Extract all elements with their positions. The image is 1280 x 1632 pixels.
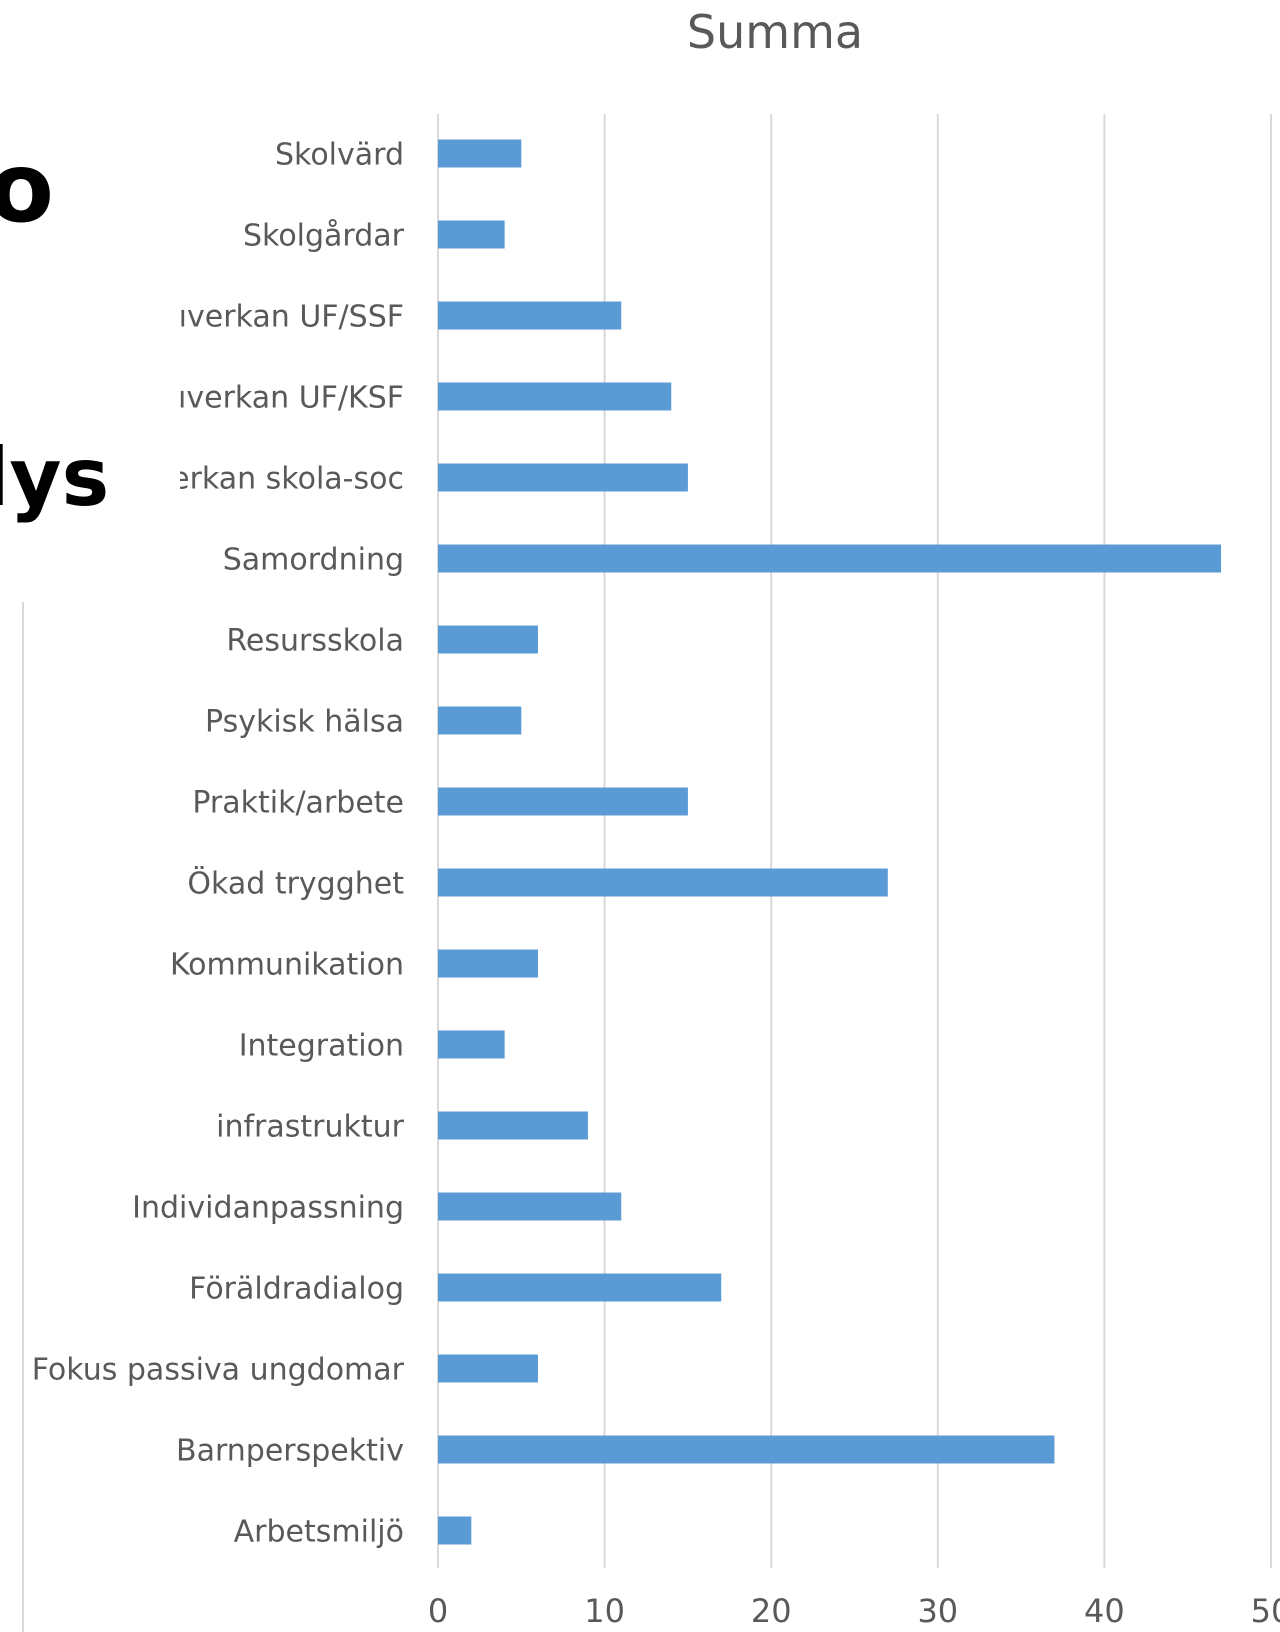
category-label: ıverkan UF/SSF [179, 300, 404, 335]
category-labels: Skolvärd Skolgårdar ıverkan UF/SSF ıverkan … [32, 138, 405, 1550]
x-tick-label: 40 [1084, 1592, 1125, 1628]
category-label: Integration [239, 1029, 404, 1064]
bar [438, 788, 688, 816]
category-label: Barnperspektiv [176, 1434, 404, 1469]
x-tick-label: 20 [751, 1592, 792, 1628]
bar [438, 383, 671, 411]
category-label: Fokus passiva ungdomar [32, 1353, 405, 1388]
bar [438, 1274, 721, 1302]
bar [438, 140, 521, 168]
bar [438, 1355, 538, 1383]
category-label: Föräldradialog [189, 1272, 404, 1307]
bar [438, 1193, 621, 1221]
x-tick-label: 50 [1251, 1592, 1280, 1628]
category-label: erkan skola-soc [171, 462, 404, 497]
bar [438, 464, 688, 492]
chart-title: Summa [687, 5, 863, 59]
bar [438, 302, 621, 330]
bar [438, 221, 505, 249]
x-axis-ticks: 0 10 20 30 40 50 [428, 1592, 1280, 1628]
category-label: Skolvärd [275, 138, 404, 173]
x-tick-label: 30 [917, 1592, 958, 1628]
bar [438, 707, 521, 735]
category-label: Arbetsmiljö [234, 1515, 404, 1550]
bar [438, 1112, 588, 1140]
category-label: Skolgårdar [243, 219, 405, 254]
category-label: ıverkan UF/KSF [178, 381, 404, 416]
category-label: Psykisk hälsa [205, 705, 404, 740]
category-label: infrastruktur [216, 1110, 405, 1145]
category-label: Samordning [223, 543, 404, 578]
category-label: Resursskola [226, 624, 404, 659]
category-label: Praktik/arbete [192, 786, 404, 821]
bar [438, 1517, 471, 1545]
bar [438, 869, 888, 897]
bar [438, 545, 1221, 573]
bar [438, 1031, 505, 1059]
x-tick-label: 10 [584, 1592, 625, 1628]
bar [438, 626, 538, 654]
bar [438, 950, 538, 978]
category-label: Individanpassning [132, 1191, 404, 1226]
bar [438, 1436, 1054, 1464]
gridlines [438, 114, 1271, 1568]
category-label: Ökad trygghet [187, 866, 404, 902]
x-tick-label: 0 [428, 1592, 448, 1628]
category-label: Kommunikation [170, 948, 404, 983]
